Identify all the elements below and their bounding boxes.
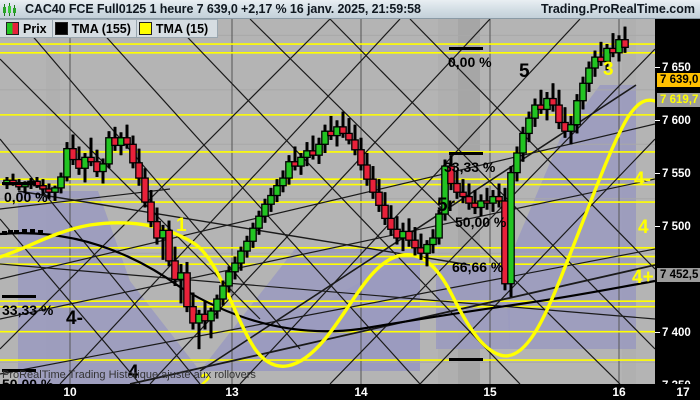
last-price-badge[interactable]: 7 639,0 — [657, 73, 700, 87]
time-tick-label: 10 — [63, 385, 77, 399]
time-axis[interactable]: 10 13 14 15 16 17 — [0, 384, 700, 400]
price-tick: 7 500 — [655, 221, 691, 233]
candlestick-series — [3, 26, 629, 350]
legend-item-prix[interactable]: Prix — [4, 20, 53, 37]
legend-item-label: Prix — [23, 21, 47, 36]
brand-label: Trading.ProRealTime.com — [541, 2, 695, 16]
price-tick-label: 7 650 — [662, 62, 691, 74]
time-tick-label: 13 — [225, 385, 239, 399]
time-tick-label: 17 — [676, 385, 690, 399]
time-tick-label: 15 — [483, 385, 497, 399]
price-tick: 7 400 — [655, 327, 691, 339]
series-legend[interactable]: Prix TMA (155) TMA (15) — [0, 19, 219, 38]
time-tick-label: 16 — [612, 385, 626, 399]
price-tick: 7 550 — [655, 168, 691, 180]
price-swatch-icon — [6, 22, 19, 35]
price-tick: 7 650 — [655, 62, 691, 74]
price-tick: 7 600 — [655, 115, 691, 127]
level-price-badge[interactable]: 7 452,5 — [657, 268, 700, 282]
window-title: CAC40 FCE Full0125 1 heure 7 639,0 +2,17… — [25, 2, 421, 16]
chart-plot-area[interactable] — [0, 19, 655, 384]
tma15-swatch-icon — [138, 22, 152, 35]
legend-item-tma-15[interactable]: TMA (15) — [137, 20, 213, 37]
tma-value-badge[interactable]: 7 619,7 — [657, 93, 700, 107]
candle-logo-icon — [3, 3, 16, 16]
price-tick-label: 7 400 — [662, 327, 691, 339]
legend-item-label: TMA (155) — [71, 21, 131, 36]
price-tick-label: 7 500 — [662, 221, 691, 233]
footer-disclaimer: ProRealTime Trading Historique ajusté au… — [2, 369, 256, 381]
price-tick-label: 7 550 — [662, 168, 691, 180]
legend-item-tma-155[interactable]: TMA (155) — [53, 20, 137, 37]
tma155-swatch-icon — [54, 22, 68, 35]
price-tick-label: 7 600 — [662, 115, 691, 127]
title-bar: CAC40 FCE Full0125 1 heure 7 639,0 +2,17… — [0, 0, 700, 19]
legend-item-label: TMA (15) — [155, 21, 209, 36]
chart-canvas — [0, 19, 655, 384]
time-tick-label: 14 — [354, 385, 368, 399]
